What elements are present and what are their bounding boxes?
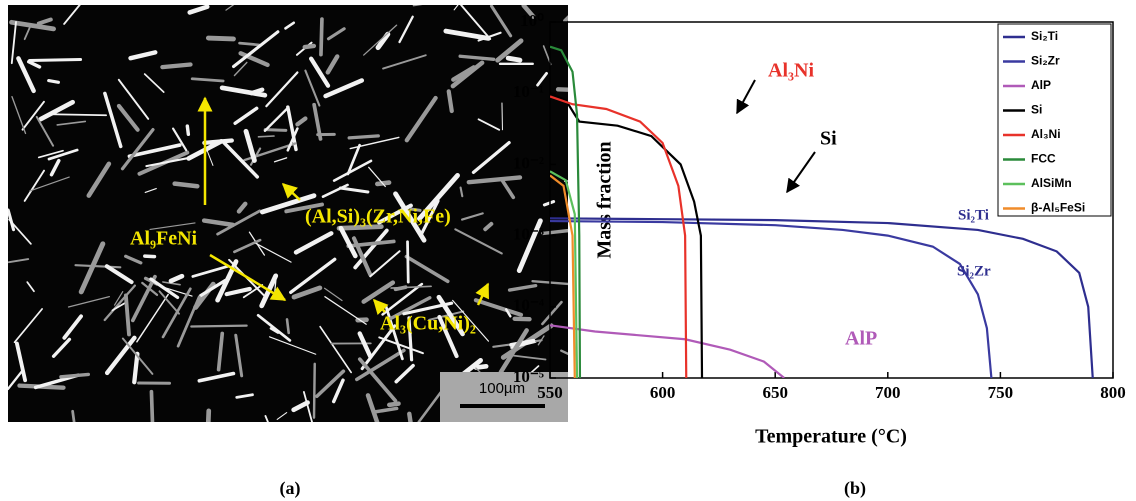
phase-particle [258,136,274,137]
caption: (a) [280,478,301,499]
series-line [550,96,686,378]
annotation: Si [820,128,837,150]
legend-label: Si₂Ti [1031,29,1058,43]
phase-particle [409,414,417,471]
figure: Al₉FeNi (Al,Si)₃(Zr,Ni,Fe) Al₃(Cu,Ni)₂ 1… [0,0,1136,501]
phase-particle [389,404,398,405]
phase-particle [349,136,378,138]
x-tick-label: 600 [650,383,676,402]
y-tick-label: 10⁻⁴ [513,296,544,315]
annotation: Si₂Ti [958,207,989,223]
phase-particle [61,374,88,376]
phase-particle [476,366,486,367]
x-tick-label: 800 [1100,383,1126,402]
phase-particle [208,38,233,39]
x-tick-label: 700 [875,383,901,402]
legend-label: Si [1031,103,1042,117]
phase-particle [408,242,409,282]
phase-particle [502,103,503,130]
phase-label: (Al,Si)₃(Zr,Ni,Fe) [305,206,451,228]
phase-particle [162,64,190,67]
series-line [550,221,991,378]
phase-particle [49,81,59,83]
phase-particle [51,114,106,115]
x-axis-title: Temperature (°C) [755,426,907,448]
phase-particle [145,256,155,257]
phase-particle [558,89,579,90]
phase-particle [508,58,520,60]
annotation: AlP [845,328,877,350]
phase-label: Al₉FeNi [130,228,198,250]
phase-particle [529,421,539,459]
legend-label: β-Al₅FeSi [1031,201,1085,215]
legend-label: AlSiMn [1031,176,1072,190]
series-line [550,325,784,378]
phase-particle [175,184,198,187]
phase-particle [30,60,81,61]
y-tick-label: 10⁰ [520,11,544,30]
legend-label: AlP [1031,78,1051,92]
legend-label: FCC [1031,152,1056,166]
phase-particle [187,126,188,134]
phase-particle [265,130,286,131]
phase-particle [321,19,322,55]
phase-particle [207,411,209,456]
x-tick-label: 650 [762,383,788,402]
annotation: Al₃Ni [768,60,814,82]
annotation-arrows [737,80,815,192]
y-tick-label: 10⁻³ [513,225,544,244]
annotation: Si₂Zr [957,263,991,279]
phase-particle [305,46,314,47]
legend-label: Si₂Zr [1031,54,1060,68]
y-tick-label: 10⁻¹ [513,82,544,101]
phase-label: Al₃(Cu,Ni)₂ [380,313,476,335]
y-tick-label: 10⁻² [513,153,544,172]
micrograph [8,5,568,422]
phase-particle [240,43,260,45]
phase-particle [449,91,452,111]
x-tick-label: 750 [988,383,1014,402]
caption: (b) [844,478,866,499]
legend-label: Al₃Ni [1031,127,1061,141]
phase-particle [314,364,315,418]
phase-particle [287,319,289,332]
y-tick-label: 10⁻⁵ [513,367,544,386]
phase-particle [151,392,152,429]
series-line [550,218,1093,378]
y-axis-title: Mass fraction [594,141,616,258]
phase-particle [191,326,246,327]
